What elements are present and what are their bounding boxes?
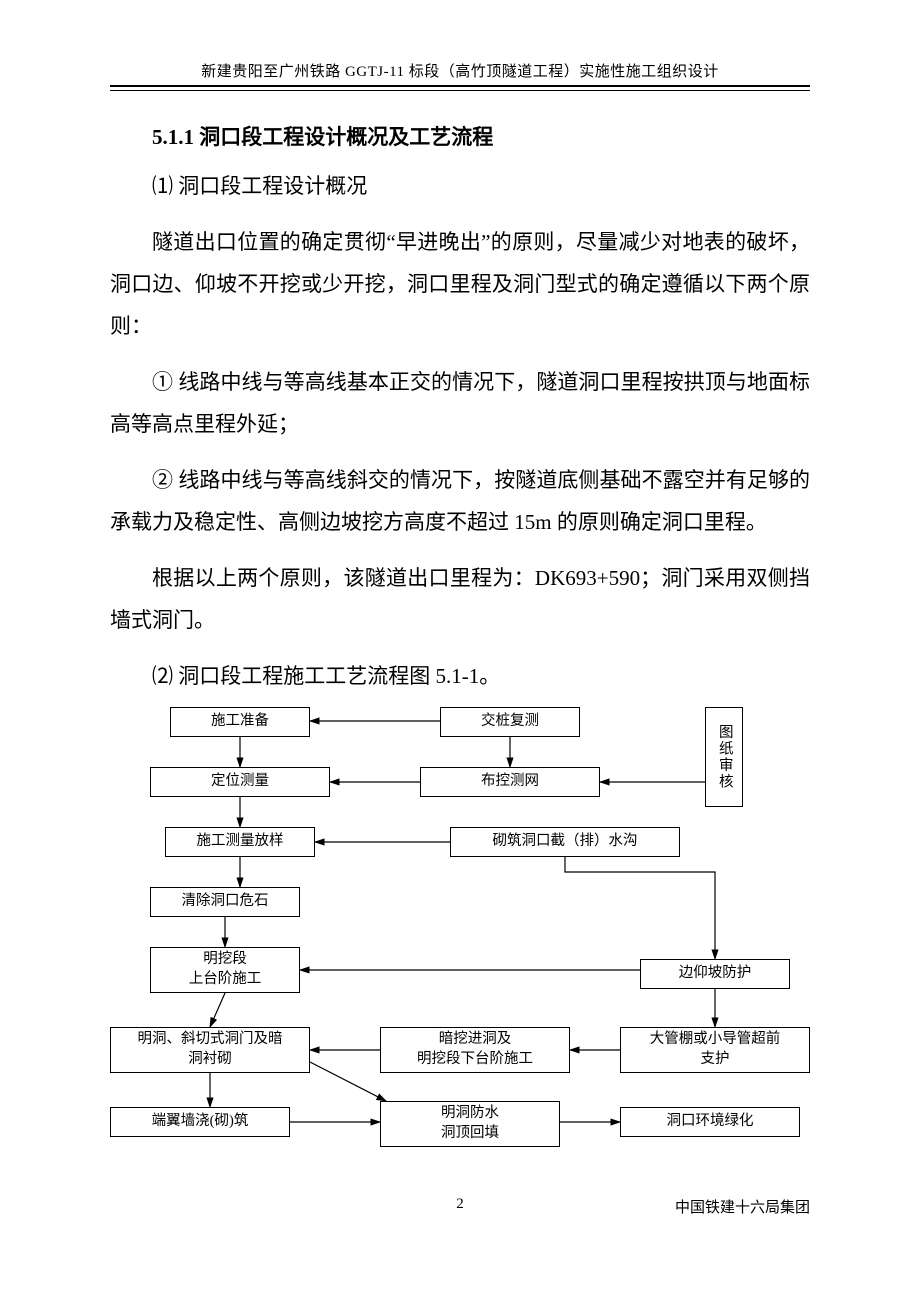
- flow-node-n6: 施工测量放样: [165, 827, 315, 857]
- flow-node-n7: 砌筑洞口截（排）水沟: [450, 827, 680, 857]
- flow-node-n13: 大管棚或小导管超前支护: [620, 1027, 810, 1073]
- flow-node-n5: 布控测网: [420, 767, 600, 797]
- section-title: 5.1.1 洞口段工程设计概况及工艺流程: [152, 121, 810, 151]
- flow-node-n3: 图纸审核: [705, 707, 743, 807]
- flow-node-n1: 施工准备: [170, 707, 310, 737]
- paragraph-2: 隧道出口位置的确定贯彻“早进晚出”的原则，尽量减少对地表的破坏，洞口边、仰坡不开…: [110, 221, 810, 347]
- paragraph-3: ① 线路中线与等高线基本正交的情况下，隧道洞口里程按拱顶与地面标高等高点里程外延…: [110, 361, 810, 445]
- flow-node-n4: 定位测量: [150, 767, 330, 797]
- flow-node-n8: 清除洞口危石: [150, 887, 300, 917]
- paragraph-6: ⑵ 洞口段工程施工工艺流程图 5.1-1。: [110, 655, 810, 697]
- flow-node-n15: 明洞防水洞顶回填: [380, 1101, 560, 1147]
- flow-node-n16: 洞口环境绿化: [620, 1107, 800, 1137]
- footer-org: 中国铁建十六局集团: [675, 1196, 810, 1217]
- flow-node-n2: 交桩复测: [440, 707, 580, 737]
- flow-node-n12: 暗挖进洞及明挖段下台阶施工: [380, 1027, 570, 1073]
- flow-node-n14: 端翼墙浇(砌)筑: [110, 1107, 290, 1137]
- paragraph-5: 根据以上两个原则，该隧道出口里程为：DK693+590；洞门采用双侧挡墙式洞门。: [110, 557, 810, 641]
- paragraph-1: ⑴ 洞口段工程设计概况: [110, 165, 810, 207]
- flow-node-n11: 明洞、斜切式洞门及暗洞衬砌: [110, 1027, 310, 1073]
- page-number: 2: [456, 1196, 464, 1213]
- page-header: 新建贵阳至广州铁路 GGTJ-11 标段（高竹顶隧道工程）实施性施工组织设计: [110, 60, 810, 87]
- paragraph-4: ② 线路中线与等高线斜交的情况下，按隧道底侧基础不露空并有足够的承载力及稳定性、…: [110, 459, 810, 543]
- page-footer: 2 中国铁建十六局集团: [110, 1196, 810, 1216]
- flowchart: 施工准备 交桩复测 图纸审核定位测量 布控测网施工测量放样 砌筑洞口截（排）水沟清除洞口…: [110, 707, 810, 1162]
- flow-node-n10: 边仰坡防护: [640, 959, 790, 989]
- flow-node-n9: 明挖段上台阶施工: [150, 947, 300, 993]
